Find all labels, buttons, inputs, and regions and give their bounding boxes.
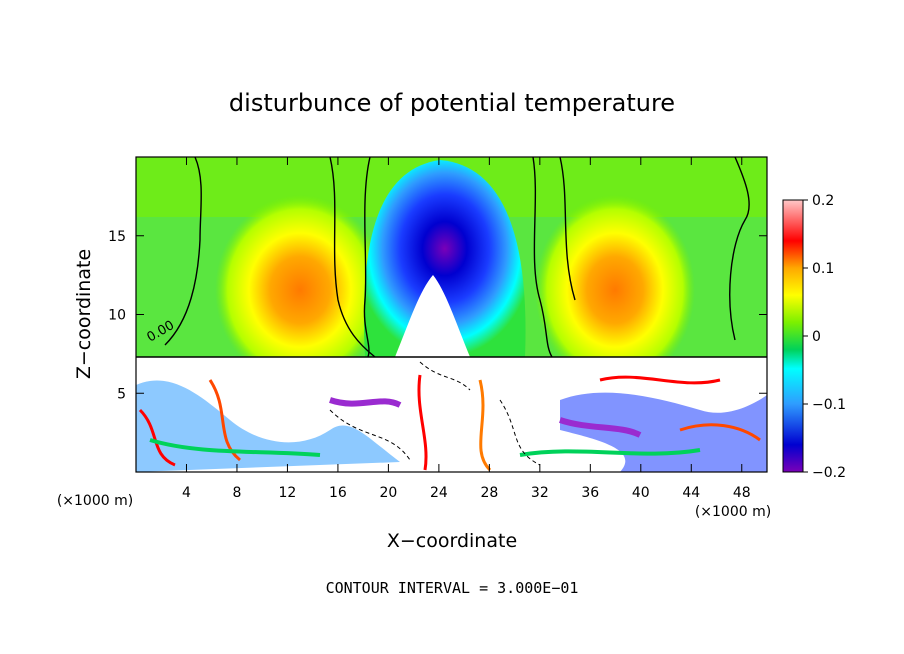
colorbar-tick-label: 0.1 [812,261,834,277]
x-axis-label: X−coordinate [387,530,517,552]
plume-core-white [395,275,470,357]
x-axis-ticks: 4 8 12 16 20 24 28 32 36 40 44 48 [182,157,751,501]
contour-lines [136,157,767,358]
x-tick-label: 48 [733,485,751,501]
colorbar-tick-label: 0 [812,329,821,345]
x-tick-label: 20 [379,485,397,501]
x-tick-label: 40 [632,485,650,501]
colorbar-tick-label: 0.2 [812,193,834,209]
y-tick-label: 15 [108,229,126,245]
colorbar-tick-label: −0.1 [812,397,846,413]
colorbar-fill [783,200,803,472]
x-tick-label: 12 [279,485,297,501]
contour-interval-footer: CONTOUR INTERVAL = 3.000E−01 [326,579,579,597]
x-tick-label: 28 [480,485,498,501]
warm-lobe-right [535,195,695,385]
x-tick-label: 44 [682,485,700,501]
x-tick-label: 16 [329,485,347,501]
contour-dashes [329,361,541,466]
chart-title: disturbunce of potential temperature [229,89,675,117]
lower-structures [136,374,767,472]
y-axis-label: Z−coordinate [73,249,95,379]
x-tick-label: 8 [232,485,241,501]
x-tick-label: 24 [430,485,448,501]
warm-lobe-left [215,195,385,385]
colorbar-ticks: 0.2 0.1 0 −0.1 −0.2 [803,193,846,481]
colorbar-tick-label: −0.2 [812,465,846,481]
plot-area: 0.00 [136,157,767,472]
cold-plume [363,160,526,357]
x-tick-label: 32 [531,485,549,501]
y-axis-ticks: 5 10 15 [108,229,767,402]
x-tick-label: 36 [581,485,599,501]
y-tick-label: 10 [108,308,126,324]
colorbar: 0.2 0.1 0 −0.1 −0.2 [782,193,846,481]
x-tick-label: 4 [182,485,191,501]
x-unit-right: (×1000 m) [695,504,771,520]
x-unit-left: (×1000 m) [57,493,133,509]
y-tick-label: 5 [117,386,126,402]
